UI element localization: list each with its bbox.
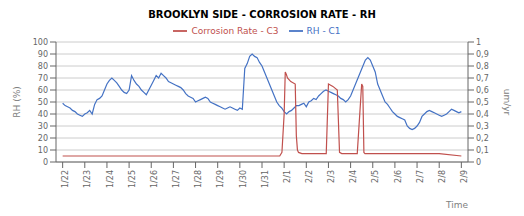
svg-text:70: 70: [38, 74, 48, 83]
svg-text:40: 40: [38, 110, 48, 119]
svg-text:2/9: 2/9: [460, 170, 469, 183]
svg-text:30: 30: [38, 122, 48, 131]
svg-text:0,1: 0,1: [476, 146, 489, 155]
svg-text:um/yr: um/yr: [502, 89, 512, 116]
svg-text:1/31: 1/31: [261, 170, 270, 188]
svg-text:50: 50: [38, 98, 48, 107]
svg-text:0,5: 0,5: [476, 98, 489, 107]
svg-text:0,3: 0,3: [476, 122, 489, 131]
svg-text:1: 1: [476, 38, 481, 47]
svg-text:RH (%): RH (%): [12, 86, 22, 117]
svg-text:2/4: 2/4: [349, 170, 358, 183]
html-text:Corrosion Rate - C3: Corrosion Rate - C3: [191, 25, 279, 36]
svg-text:1/27: 1/27: [172, 170, 181, 188]
html-text:RH - C1: RH - C1: [306, 25, 341, 36]
svg-text:100: 100: [33, 38, 48, 47]
svg-text:0,9: 0,9: [476, 50, 489, 59]
svg-text:90: 90: [38, 50, 48, 59]
svg-text:1/30: 1/30: [239, 170, 248, 188]
svg-text:0,2: 0,2: [476, 134, 489, 143]
svg-text:80: 80: [38, 62, 48, 71]
svg-text:2/1: 2/1: [283, 170, 292, 183]
svg-text:1/28: 1/28: [194, 170, 203, 188]
svg-text:Time: Time: [445, 200, 468, 208]
svg-text:2/2: 2/2: [305, 170, 314, 183]
svg-text:1/29: 1/29: [216, 170, 225, 188]
svg-text:0,7: 0,7: [476, 74, 489, 83]
svg-text:60: 60: [38, 86, 48, 95]
svg-text:2/7: 2/7: [416, 170, 425, 183]
svg-text:0,4: 0,4: [476, 110, 489, 119]
svg-text:1/26: 1/26: [150, 170, 159, 188]
svg-text:1/24: 1/24: [106, 170, 115, 188]
svg-text:2/3: 2/3: [327, 170, 336, 183]
svg-text:20: 20: [38, 134, 48, 143]
svg-text:0: 0: [476, 158, 481, 167]
svg-text:0: 0: [43, 158, 48, 167]
svg-text:2/5: 2/5: [371, 170, 380, 183]
svg-text:2/6: 2/6: [394, 170, 403, 183]
html-text:BROOKLYN SIDE - CORROSION RATE: BROOKLYN SIDE - CORROSION RATE - RH: [148, 9, 376, 20]
svg-text:10: 10: [38, 146, 48, 155]
svg-text:0,6: 0,6: [476, 86, 489, 95]
svg-text:2/8: 2/8: [438, 170, 447, 183]
svg-text:1/22: 1/22: [61, 170, 70, 188]
svg-text:0,8: 0,8: [476, 62, 489, 71]
svg-text:1/23: 1/23: [83, 170, 92, 188]
svg-text:1/25: 1/25: [128, 170, 137, 188]
